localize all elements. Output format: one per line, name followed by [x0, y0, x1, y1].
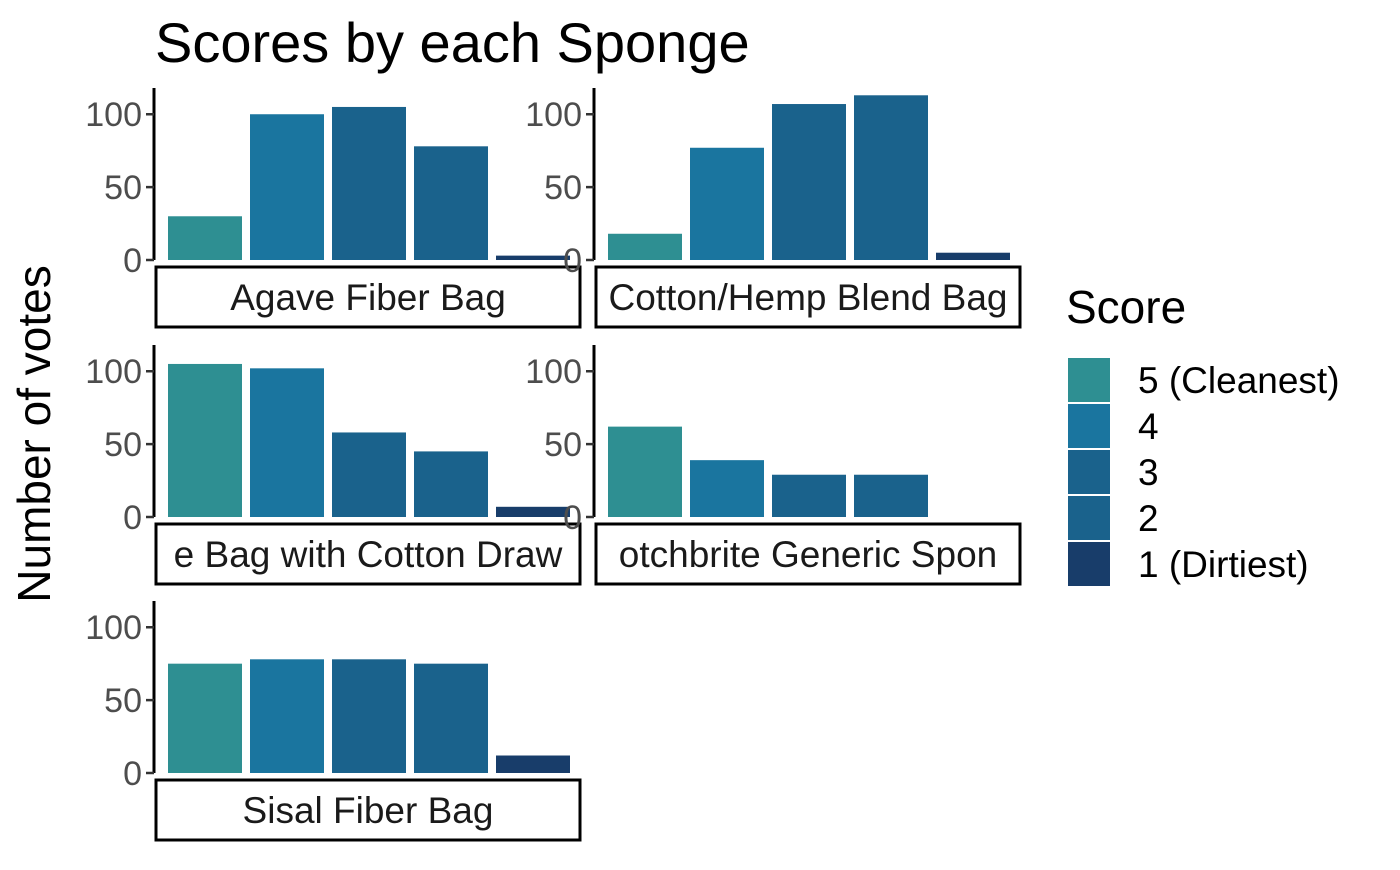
facet-panel: 0 50 100 e Bag with Cotton Draw [85, 345, 582, 586]
legend-label: 2 [1138, 498, 1159, 539]
legend-key [1068, 404, 1110, 448]
y-tick-label: 50 [104, 682, 142, 720]
facet-strip [594, 522, 1022, 586]
legend-label: 1 (Dirtiest) [1138, 544, 1309, 585]
bar [608, 233, 682, 260]
y-tick-label: 0 [123, 755, 142, 793]
bar [854, 474, 928, 517]
facet-panel: 0 50 100 otchbrite Generic Spon [525, 345, 1022, 586]
bar [772, 474, 846, 517]
y-axis-title: Number of votes [8, 265, 60, 602]
bar [250, 114, 324, 260]
y-tick-label: 50 [104, 426, 142, 464]
bar [168, 216, 242, 260]
y-tick-label: 100 [525, 353, 582, 391]
facet-panel: 0 50 100 Agave Fiber Bag [85, 88, 582, 329]
bar [772, 104, 846, 260]
legend-label: 5 (Cleanest) [1138, 360, 1340, 401]
facet-strip [154, 522, 582, 586]
facet-strip-label: e Bag with Cotton Draw [174, 534, 563, 575]
y-tick-label: 100 [85, 96, 142, 134]
legend-label: 3 [1138, 452, 1159, 493]
y-tick-label: 0 [563, 242, 582, 280]
y-tick-label: 50 [544, 169, 582, 207]
bar [332, 106, 406, 260]
bar [414, 451, 488, 517]
facet-strip [594, 265, 1022, 329]
facet-strip [154, 778, 582, 842]
legend-key [1068, 450, 1110, 494]
y-tick-label: 100 [85, 353, 142, 391]
facet-strip [154, 265, 582, 329]
facet-strip-label: otchbrite Generic Spon [619, 534, 997, 575]
bar [496, 255, 570, 260]
legend: 5 (Cleanest) 4 3 2 1 (Dirtiest) [1068, 358, 1340, 586]
y-tick-label: 0 [123, 242, 142, 280]
facet-panel: 0 50 100 Sisal Fiber Bag [85, 601, 582, 842]
legend-key [1068, 496, 1110, 540]
bar [496, 506, 570, 517]
bar [414, 146, 488, 260]
legend-label: 4 [1138, 406, 1159, 447]
y-tick-label: 50 [544, 426, 582, 464]
facet-strip-label: Cotton/Hemp Blend Bag [608, 277, 1007, 318]
y-tick-label: 100 [525, 96, 582, 134]
bar [936, 252, 1010, 260]
bar [690, 147, 764, 260]
bar [854, 95, 928, 260]
bar [690, 460, 764, 517]
bar [496, 755, 570, 773]
legend-key [1068, 358, 1110, 402]
y-tick-label: 0 [123, 499, 142, 537]
y-tick-label: 100 [85, 609, 142, 647]
legend-key [1068, 542, 1110, 586]
facet-panels: 0 50 100 Agave Fiber Bag 0 50 100 Cotton/Hemp B… [85, 88, 1022, 842]
facet-strip-label: Sisal Fiber Bag [243, 790, 494, 831]
chart-title: Scores by each Sponge [155, 11, 750, 74]
y-tick-label: 50 [104, 169, 142, 207]
bar [332, 432, 406, 517]
bar [250, 368, 324, 517]
facet-panel: 0 50 100 Cotton/Hemp Blend Bag [525, 88, 1022, 329]
bar [414, 663, 488, 773]
bar [608, 426, 682, 517]
legend-title: Score [1066, 281, 1186, 333]
bar [332, 659, 406, 773]
facet-strip-label: Agave Fiber Bag [230, 277, 506, 318]
bar [168, 663, 242, 773]
y-tick-label: 0 [563, 499, 582, 537]
bar [168, 363, 242, 517]
bar [250, 659, 324, 773]
